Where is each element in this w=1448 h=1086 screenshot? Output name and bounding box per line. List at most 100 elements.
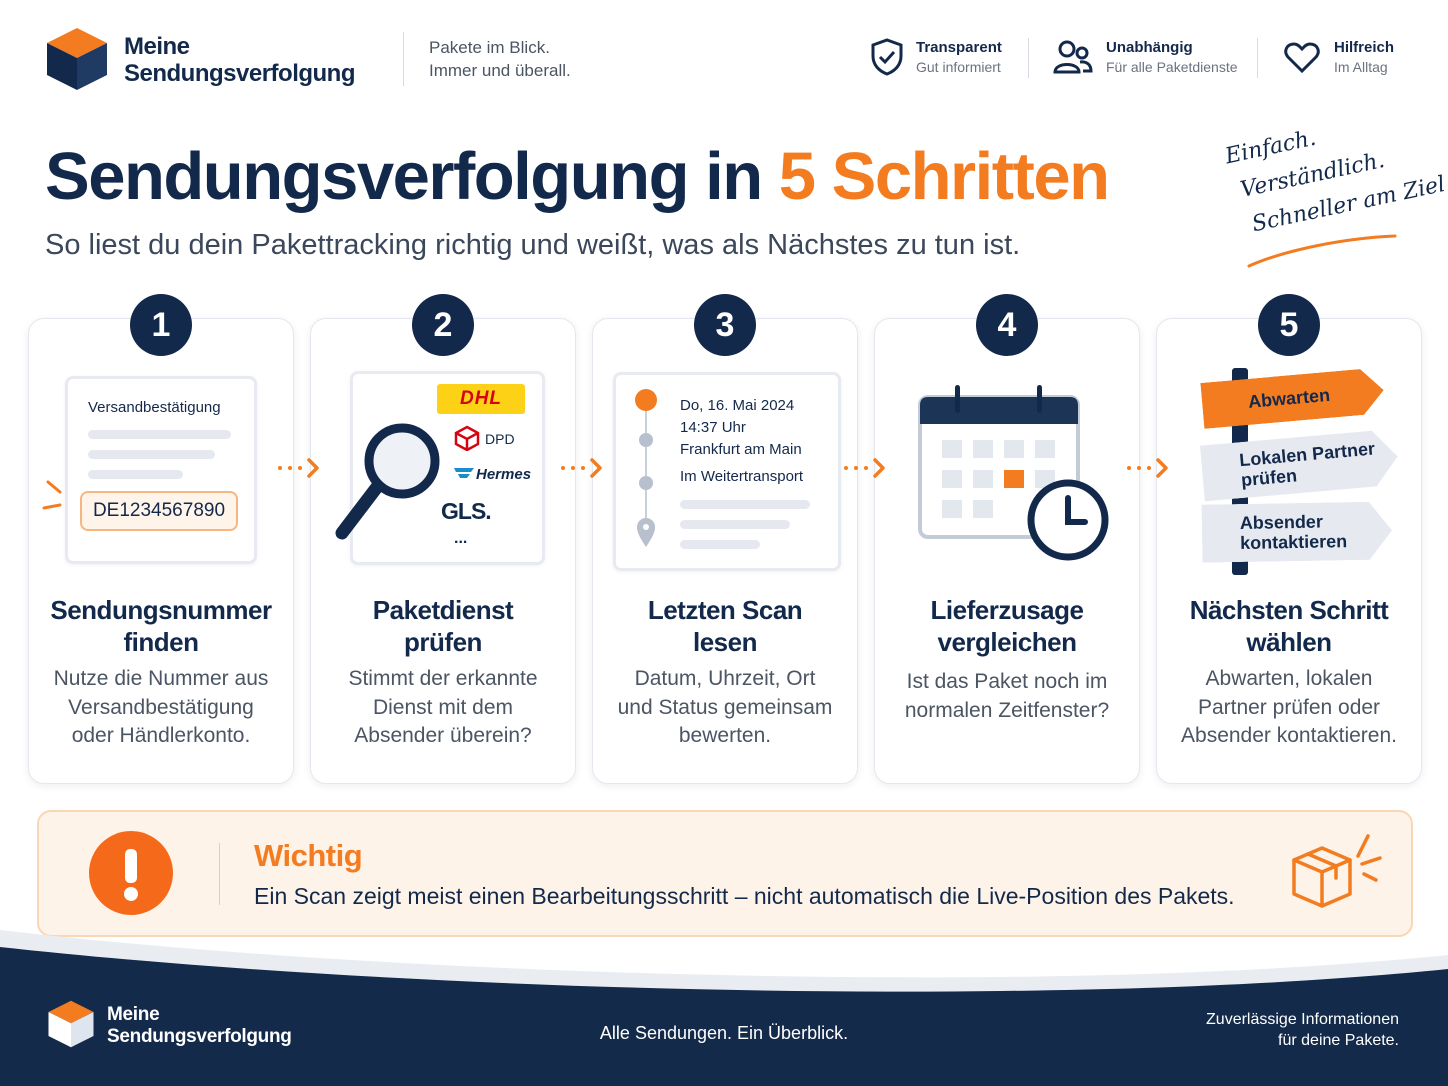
title-text: Sendungsverfolgung in: [45, 139, 763, 214]
shape: [1356, 834, 1382, 882]
step-text-line: Stimmt der erkannte: [348, 667, 538, 690]
step-title-line: finden: [123, 627, 200, 657]
shape: [307, 458, 319, 478]
step-title-line: Sendungsnummer: [50, 595, 272, 625]
shape: [571, 466, 575, 470]
step-title-line: vergleichen: [937, 627, 1077, 657]
tagline-line: Pakete im Blick.: [429, 38, 550, 57]
sign-line: kontaktieren: [1240, 531, 1348, 553]
step-text-line: bewerten.: [678, 724, 772, 747]
shape: [1075, 46, 1089, 60]
shape: [637, 518, 655, 547]
footer-brand-line: Meine: [107, 1004, 160, 1025]
shape: [844, 458, 885, 478]
note-underline: [1247, 234, 1397, 268]
shape: [1004, 440, 1024, 458]
shape: [454, 468, 474, 478]
step-text-line: oder Händlerkonto.: [71, 724, 251, 747]
shape: [1053, 63, 1081, 74]
shape: [1079, 60, 1093, 73]
step-title-line: lesen: [693, 627, 758, 657]
step-text: Nutze die Nummer aus Versandbestätigung od…: [29, 665, 293, 751]
carrier-gls: GLS.: [441, 498, 492, 524]
shape: [1292, 834, 1382, 908]
step-title-line: Nächsten Schritt: [1189, 595, 1389, 625]
shape: [124, 887, 138, 901]
hermes-icon: [454, 468, 474, 478]
shape: [942, 440, 962, 458]
feature: Unabhängig Für alle Paketdienste: [1106, 38, 1238, 77]
magnifier: [335, 423, 440, 540]
shape: [955, 385, 960, 413]
footer-brand: Meine Sendungsverfolgung: [107, 1004, 292, 1048]
shape: [973, 470, 993, 488]
step-text-line: Nutze die Nummer aus: [53, 667, 269, 690]
hand-note: Einfach. Verständlich. Schneller am Ziel…: [1222, 95, 1448, 245]
shape: [561, 458, 602, 478]
step-text: Stimmt der erkannte Dienst mit dem Absende…: [311, 665, 575, 751]
shape: [561, 466, 565, 470]
shape: [844, 466, 848, 470]
scan-details: Do, 16. Mai 2024 14:37 Uhr Frankfurt am …: [680, 395, 803, 488]
logo: [47, 28, 107, 90]
carrier-dpd: DPD: [485, 431, 515, 447]
shape: [581, 466, 585, 470]
shape: [1137, 466, 1141, 470]
heart-icon: [1284, 42, 1320, 74]
feature: Hilfreich Im Alltag: [1334, 38, 1394, 77]
step-number: 1: [130, 294, 192, 356]
shape: [1127, 458, 1168, 478]
shape: [942, 440, 1055, 518]
divider: [219, 843, 220, 905]
dpd-icon: [454, 425, 480, 451]
shape: [278, 458, 319, 478]
shape: [1127, 466, 1131, 470]
feature: Transparent Gut informiert: [916, 38, 1002, 77]
step-title-line: Lieferzusage: [930, 595, 1084, 625]
step-title: Paketdienst prüfen: [311, 594, 575, 658]
scan-status: Im Weitertransport: [680, 468, 804, 485]
step-arrows: [278, 458, 1168, 478]
divider: [403, 32, 404, 86]
shape: [1058, 40, 1076, 58]
scan-date: Do, 16. Mai 2024: [680, 397, 795, 414]
feature-subtitle: Für alle Paketdienste: [1106, 59, 1238, 75]
step-text-line: Absender kontaktieren.: [1181, 724, 1397, 747]
step-text-line: Datum, Uhrzeit, Ort: [634, 667, 816, 690]
shape: [0, 947, 1448, 1086]
step-title-line: Paketdienst: [372, 595, 514, 625]
doc-line: [88, 470, 183, 479]
shape: [1037, 385, 1042, 413]
step-text-line: Partner prüfen oder: [1197, 695, 1381, 719]
scan-line: [680, 520, 790, 529]
hero-title: Sendungsverfolgung in 5 Schritten: [45, 138, 1110, 215]
shape: [1065, 495, 1088, 525]
shape: [1247, 234, 1397, 268]
notice-title: Wichtig: [254, 838, 363, 873]
feature-title: Transparent: [916, 39, 1002, 56]
shape: [47, 43, 77, 90]
step-title: Sendungsnummer finden: [29, 594, 293, 658]
scan-line: [680, 500, 810, 509]
notice-text: Ein Scan zeigt meist einen Bearbeitungss…: [254, 883, 1235, 909]
shape: [278, 466, 282, 470]
notice-box: [37, 810, 1413, 937]
doc-heading: Versandbestätigung: [88, 399, 221, 416]
shape: [1292, 852, 1352, 908]
sign-line: Absender: [1239, 511, 1324, 533]
shape: [335, 480, 384, 540]
shape: [873, 458, 885, 478]
shape: [125, 849, 137, 883]
scan-line: [680, 540, 760, 549]
tagline-line: Immer und überall.: [429, 61, 571, 80]
feature-title: Unabhängig: [1106, 39, 1193, 56]
carrier-more: ...: [454, 530, 468, 547]
shape: [298, 466, 302, 470]
step-text-line: normalen Zeitfenster?: [904, 698, 1110, 722]
shape: [1147, 466, 1151, 470]
step-title-line: wählen: [1246, 627, 1332, 657]
brand-line: Sendungsverfolgung: [124, 60, 356, 87]
step-text-line: Abwarten, lokalen: [1205, 667, 1373, 690]
box-icon: [1292, 834, 1382, 908]
